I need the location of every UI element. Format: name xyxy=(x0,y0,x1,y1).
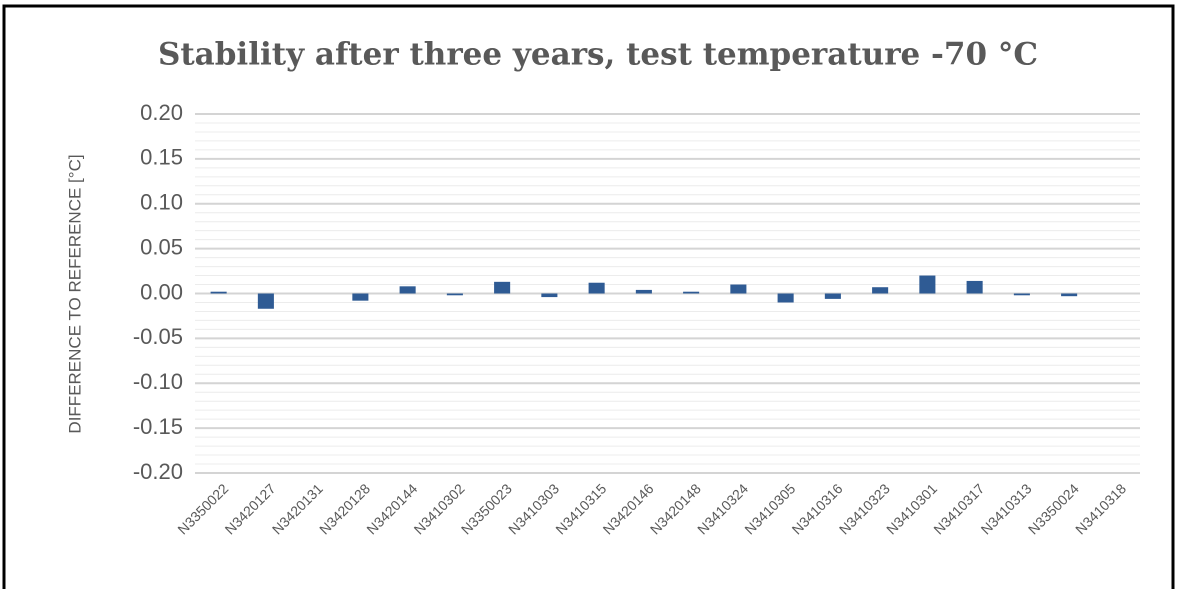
bar xyxy=(683,291,700,294)
y-tick-label: 0.20 xyxy=(140,100,183,125)
bar xyxy=(210,291,227,294)
y-tick-label: -0.10 xyxy=(133,369,183,394)
y-tick-label: -0.20 xyxy=(133,459,183,484)
y-tick-label: 0.00 xyxy=(140,279,183,304)
bar xyxy=(1061,293,1078,297)
bar xyxy=(494,281,511,294)
y-tick-label: 0.15 xyxy=(140,145,183,170)
y-tick-label: -0.05 xyxy=(133,324,183,349)
bar xyxy=(730,284,747,294)
chart-title: Stability after three years, test temper… xyxy=(158,37,1038,73)
bar xyxy=(446,293,463,296)
bar xyxy=(352,293,369,301)
bar xyxy=(635,289,652,294)
y-axis-label: DIFFERENCE TO REFERENCE [°C] xyxy=(65,154,84,433)
y-tick-label: -0.15 xyxy=(133,414,183,439)
bar xyxy=(872,287,889,294)
bar xyxy=(919,275,936,294)
bar xyxy=(1013,293,1030,296)
bar xyxy=(588,282,605,294)
frame xyxy=(2,4,1175,589)
bar xyxy=(541,293,558,298)
bar xyxy=(824,293,841,299)
bar xyxy=(777,293,794,303)
bar xyxy=(399,286,416,294)
bar xyxy=(257,293,274,309)
y-tick-label: 0.05 xyxy=(140,234,183,259)
bar xyxy=(966,280,983,294)
y-tick-label: 0.10 xyxy=(140,190,183,215)
